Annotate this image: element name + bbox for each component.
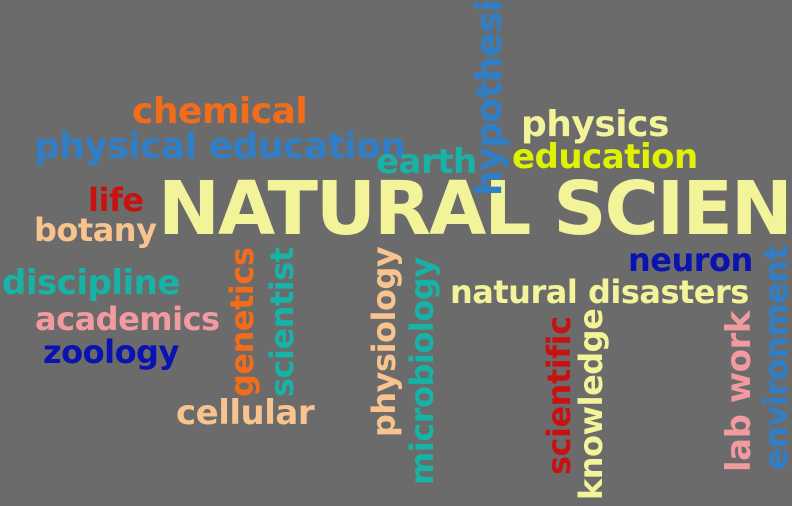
word-chemical: chemical	[132, 91, 308, 132]
word-scientific: scientific	[540, 316, 578, 475]
word-physical-education: physical education	[34, 126, 406, 167]
word-physics: physics	[521, 104, 669, 145]
word-zoology: zoology	[43, 333, 179, 371]
word-education: education	[512, 137, 698, 177]
word-lab-work: lab work	[719, 311, 759, 472]
word-microbiology: microbiology	[403, 257, 441, 485]
word-botany: botany	[34, 211, 157, 249]
word-natural-disasters: natural disasters	[450, 273, 749, 311]
word-neuron: neuron	[628, 241, 753, 279]
word-physiology: physiology	[365, 246, 403, 437]
word-environment: environment	[757, 245, 792, 470]
word-earth: earth	[376, 142, 477, 182]
word-knowledge: knowledge	[572, 308, 610, 500]
word-scientist: scientist	[263, 247, 301, 397]
word-discipline: discipline	[2, 263, 180, 303]
word-cellular: cellular	[176, 393, 315, 433]
word-academics: academics	[35, 300, 220, 338]
word-hypothesis: hypothesis	[469, 0, 510, 196]
word-genetics: genetics	[223, 247, 261, 397]
word-life: life	[88, 181, 144, 219]
word-natural-science: NATURAL SCIENCE	[158, 166, 792, 252]
